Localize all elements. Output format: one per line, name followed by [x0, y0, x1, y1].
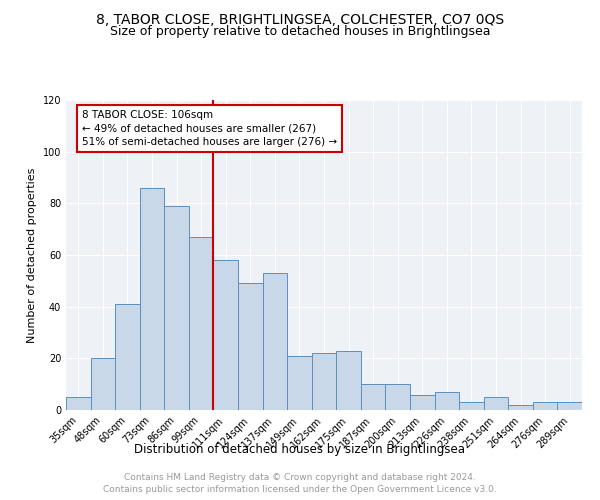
- Text: 8 TABOR CLOSE: 106sqm
← 49% of detached houses are smaller (267)
51% of semi-det: 8 TABOR CLOSE: 106sqm ← 49% of detached …: [82, 110, 337, 146]
- Y-axis label: Number of detached properties: Number of detached properties: [27, 168, 37, 342]
- Bar: [263, 273, 287, 410]
- Text: Size of property relative to detached houses in Brightlingsea: Size of property relative to detached ho…: [110, 25, 490, 38]
- Bar: [287, 356, 312, 410]
- Bar: [164, 206, 189, 410]
- Text: 8, TABOR CLOSE, BRIGHTLINGSEA, COLCHESTER, CO7 0QS: 8, TABOR CLOSE, BRIGHTLINGSEA, COLCHESTE…: [96, 12, 504, 26]
- Bar: [484, 397, 508, 410]
- Bar: [66, 397, 91, 410]
- Bar: [385, 384, 410, 410]
- Bar: [410, 394, 434, 410]
- Bar: [557, 402, 582, 410]
- Bar: [140, 188, 164, 410]
- Bar: [434, 392, 459, 410]
- Bar: [312, 353, 336, 410]
- Bar: [91, 358, 115, 410]
- Text: Distribution of detached houses by size in Brightlingsea: Distribution of detached houses by size …: [134, 442, 466, 456]
- Text: Contains public sector information licensed under the Open Government Licence v3: Contains public sector information licen…: [103, 485, 497, 494]
- Text: Contains HM Land Registry data © Crown copyright and database right 2024.: Contains HM Land Registry data © Crown c…: [124, 472, 476, 482]
- Bar: [336, 350, 361, 410]
- Bar: [214, 260, 238, 410]
- Bar: [508, 405, 533, 410]
- Bar: [189, 237, 214, 410]
- Bar: [459, 402, 484, 410]
- Bar: [238, 284, 263, 410]
- Bar: [533, 402, 557, 410]
- Bar: [115, 304, 140, 410]
- Bar: [361, 384, 385, 410]
